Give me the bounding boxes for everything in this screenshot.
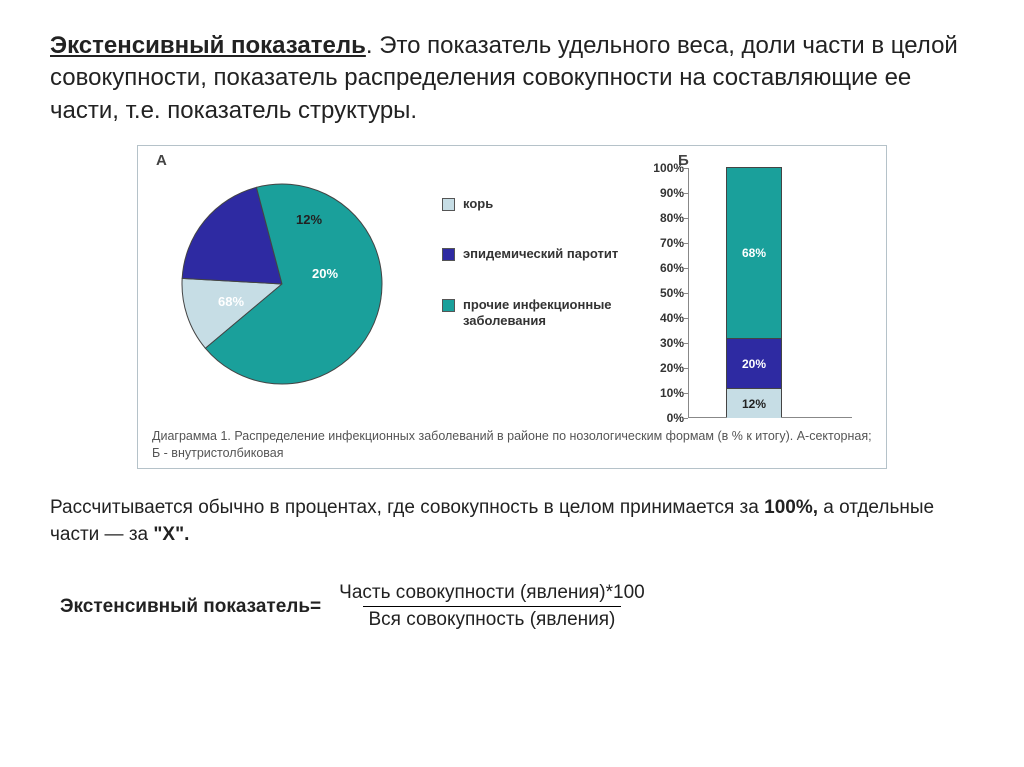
para-bold1: 100%, — [764, 497, 818, 518]
legend: корь эпидемический паротит прочие инфекцио… — [442, 156, 632, 363]
legend-item: корь — [442, 196, 632, 212]
bar-segment: 12% — [727, 388, 781, 418]
formula-lhs: Экстенсивный показатель= — [60, 596, 321, 618]
pie-chart: 12% 20% 68% — [152, 156, 432, 394]
legend-swatch — [442, 299, 455, 312]
heading-term: Экстенсивный показатель — [50, 32, 366, 59]
y-tick-label: 10% — [642, 386, 684, 400]
stacked-bar-chart: 68%20%12% 0%10%20%30%40%50%60%70%80%90%1… — [642, 156, 862, 418]
heading: Экстенсивный показатель. Это показатель … — [50, 30, 974, 127]
legend-text: эпидемический паротит — [463, 246, 618, 262]
y-tick-label: 100% — [642, 161, 684, 175]
y-tick-label: 30% — [642, 336, 684, 350]
legend-item: эпидемический паротит — [442, 246, 632, 262]
chart-caption: Диаграмма 1. Распределение инфекционных … — [152, 428, 872, 462]
legend-text: корь — [463, 196, 493, 212]
y-tick-label: 50% — [642, 286, 684, 300]
y-tick-label: 20% — [642, 361, 684, 375]
chart-panel: А Б 12% 20% 68% корьэпидемический пароти… — [137, 145, 887, 469]
formula-fraction: Часть совокупности (явления)*100 Вся сов… — [333, 582, 651, 631]
bar-segment: 20% — [727, 338, 781, 388]
pie-label-mumps: 20% — [312, 266, 338, 281]
para-bold2: "Х". — [153, 524, 189, 545]
y-tick-label: 80% — [642, 211, 684, 225]
legend-item: прочие инфекционные заболевания — [442, 297, 632, 330]
bar-segment: 68% — [727, 168, 781, 338]
explanation-paragraph: Рассчитывается обычно в процентах, где с… — [50, 495, 974, 548]
y-tick-label: 90% — [642, 186, 684, 200]
formula: Экстенсивный показатель= Часть совокупно… — [60, 582, 974, 631]
legend-text: прочие инфекционные заболевания — [463, 297, 632, 330]
y-tick-label: 60% — [642, 261, 684, 275]
y-tick-label: 0% — [642, 411, 684, 425]
pie-label-measles: 12% — [296, 212, 322, 227]
y-tick-label: 40% — [642, 311, 684, 325]
formula-numerator: Часть совокупности (явления)*100 — [333, 582, 651, 606]
y-tick-label: 70% — [642, 236, 684, 250]
legend-swatch — [442, 198, 455, 211]
formula-denominator: Вся совокупность (явления) — [363, 606, 622, 631]
pie-label-other: 68% — [218, 294, 244, 309]
legend-swatch — [442, 248, 455, 261]
para-pre: Рассчитывается обычно в процентах, где с… — [50, 497, 764, 518]
